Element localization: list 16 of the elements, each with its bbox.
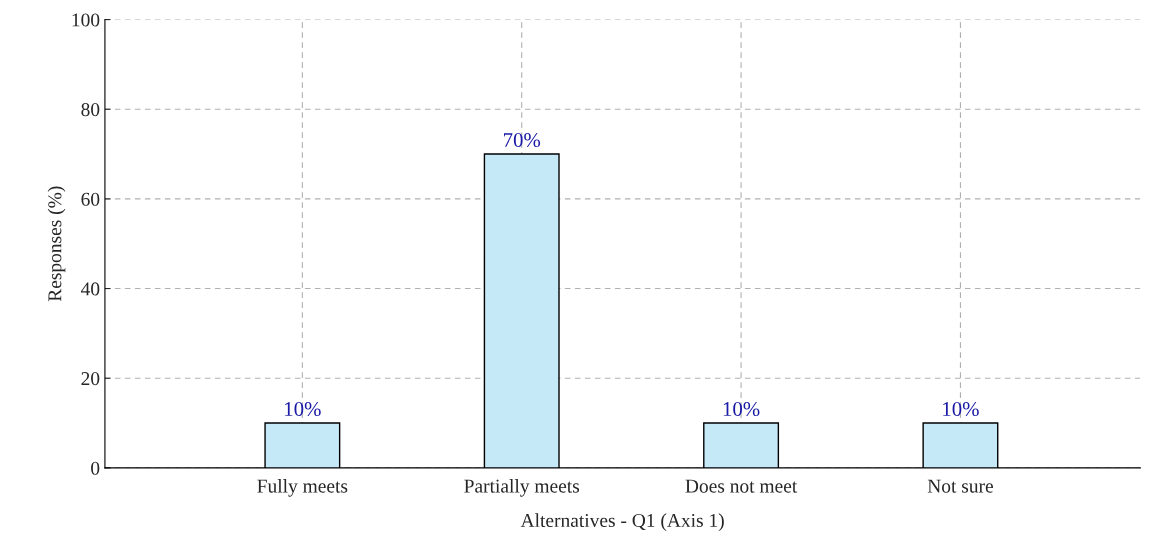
x-tick-label: Not sure [927, 479, 993, 493]
y-tick-label: 0 [91, 461, 100, 475]
data-label: 10% [723, 401, 760, 417]
x-tick-label: Partially meets [464, 478, 580, 497]
data-label: 10% [285, 401, 321, 417]
y-tick-label: 60 [81, 192, 100, 206]
y-tick-label: 20 [81, 372, 100, 386]
y-tick-label: 40 [81, 282, 100, 296]
x-axis-title: Alternatives - Q1 (Axis 1) [520, 513, 724, 531]
y-tick-label: 80 [81, 103, 100, 117]
data-label: 70% [503, 132, 541, 148]
data-label: 10% [943, 401, 979, 417]
x-tick-label: Does not meet [685, 479, 798, 493]
x-tick-label: Fully meets [257, 478, 348, 497]
y-tick-label: 100 [72, 13, 100, 27]
y-axis-title: Responses (%) [47, 186, 66, 302]
